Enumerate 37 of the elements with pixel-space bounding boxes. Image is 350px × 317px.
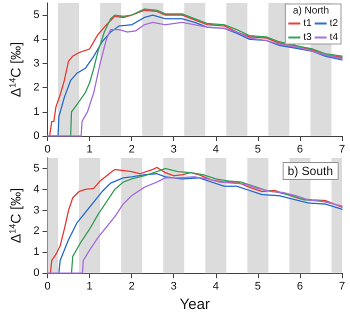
y-tick-label: 2: [33, 225, 40, 238]
y-tick-label: 3: [33, 204, 40, 216]
x-tick-label: 1: [86, 280, 93, 293]
x-tick-label: 7: [338, 280, 346, 293]
y-tick-label: 5: [33, 9, 40, 22]
y-tick-label: 2: [33, 82, 40, 94]
x-axis-title: Year: [180, 296, 210, 313]
x-tick-label: 3: [170, 144, 177, 156]
y-tick-label: 0: [33, 267, 40, 280]
x-tick-label: 1: [86, 144, 93, 156]
x-tick-label: 4: [212, 144, 219, 156]
legend-label: t4: [330, 32, 338, 43]
x-tick-label: 0: [44, 144, 51, 156]
x-tick-label: 4: [212, 280, 219, 293]
y-tick-label: 1: [33, 106, 40, 118]
legend-label: t2: [330, 18, 338, 29]
y-axis-title: Δ14C [‰]: [8, 188, 24, 244]
y-tick-label: 3: [33, 57, 40, 70]
y-tick-label: 0: [33, 130, 40, 142]
x-tick-label: 5: [254, 144, 261, 156]
y-tick-label: 4: [33, 183, 40, 196]
x-tick-label: 2: [128, 280, 135, 293]
x-tick-label: 7: [338, 144, 346, 156]
x-tick-label: 5: [254, 280, 261, 293]
text: b) South: [288, 164, 334, 178]
x-tick-label: 6: [296, 144, 303, 156]
y-tick-label: 4: [33, 33, 40, 46]
y-tick-label: 5: [33, 162, 40, 174]
legend-label: t3: [303, 32, 312, 43]
x-tick-label: 3: [170, 280, 177, 293]
x-tick-label: 2: [128, 144, 135, 156]
y-tick-label: 1: [33, 246, 40, 258]
legend-title: a) North: [292, 6, 329, 16]
x-tick-label: 6: [296, 280, 303, 293]
y-axis-title: Δ14C [‰]: [8, 42, 24, 98]
x-tick-label: 0: [44, 280, 51, 293]
legend-label: t1: [303, 18, 312, 29]
